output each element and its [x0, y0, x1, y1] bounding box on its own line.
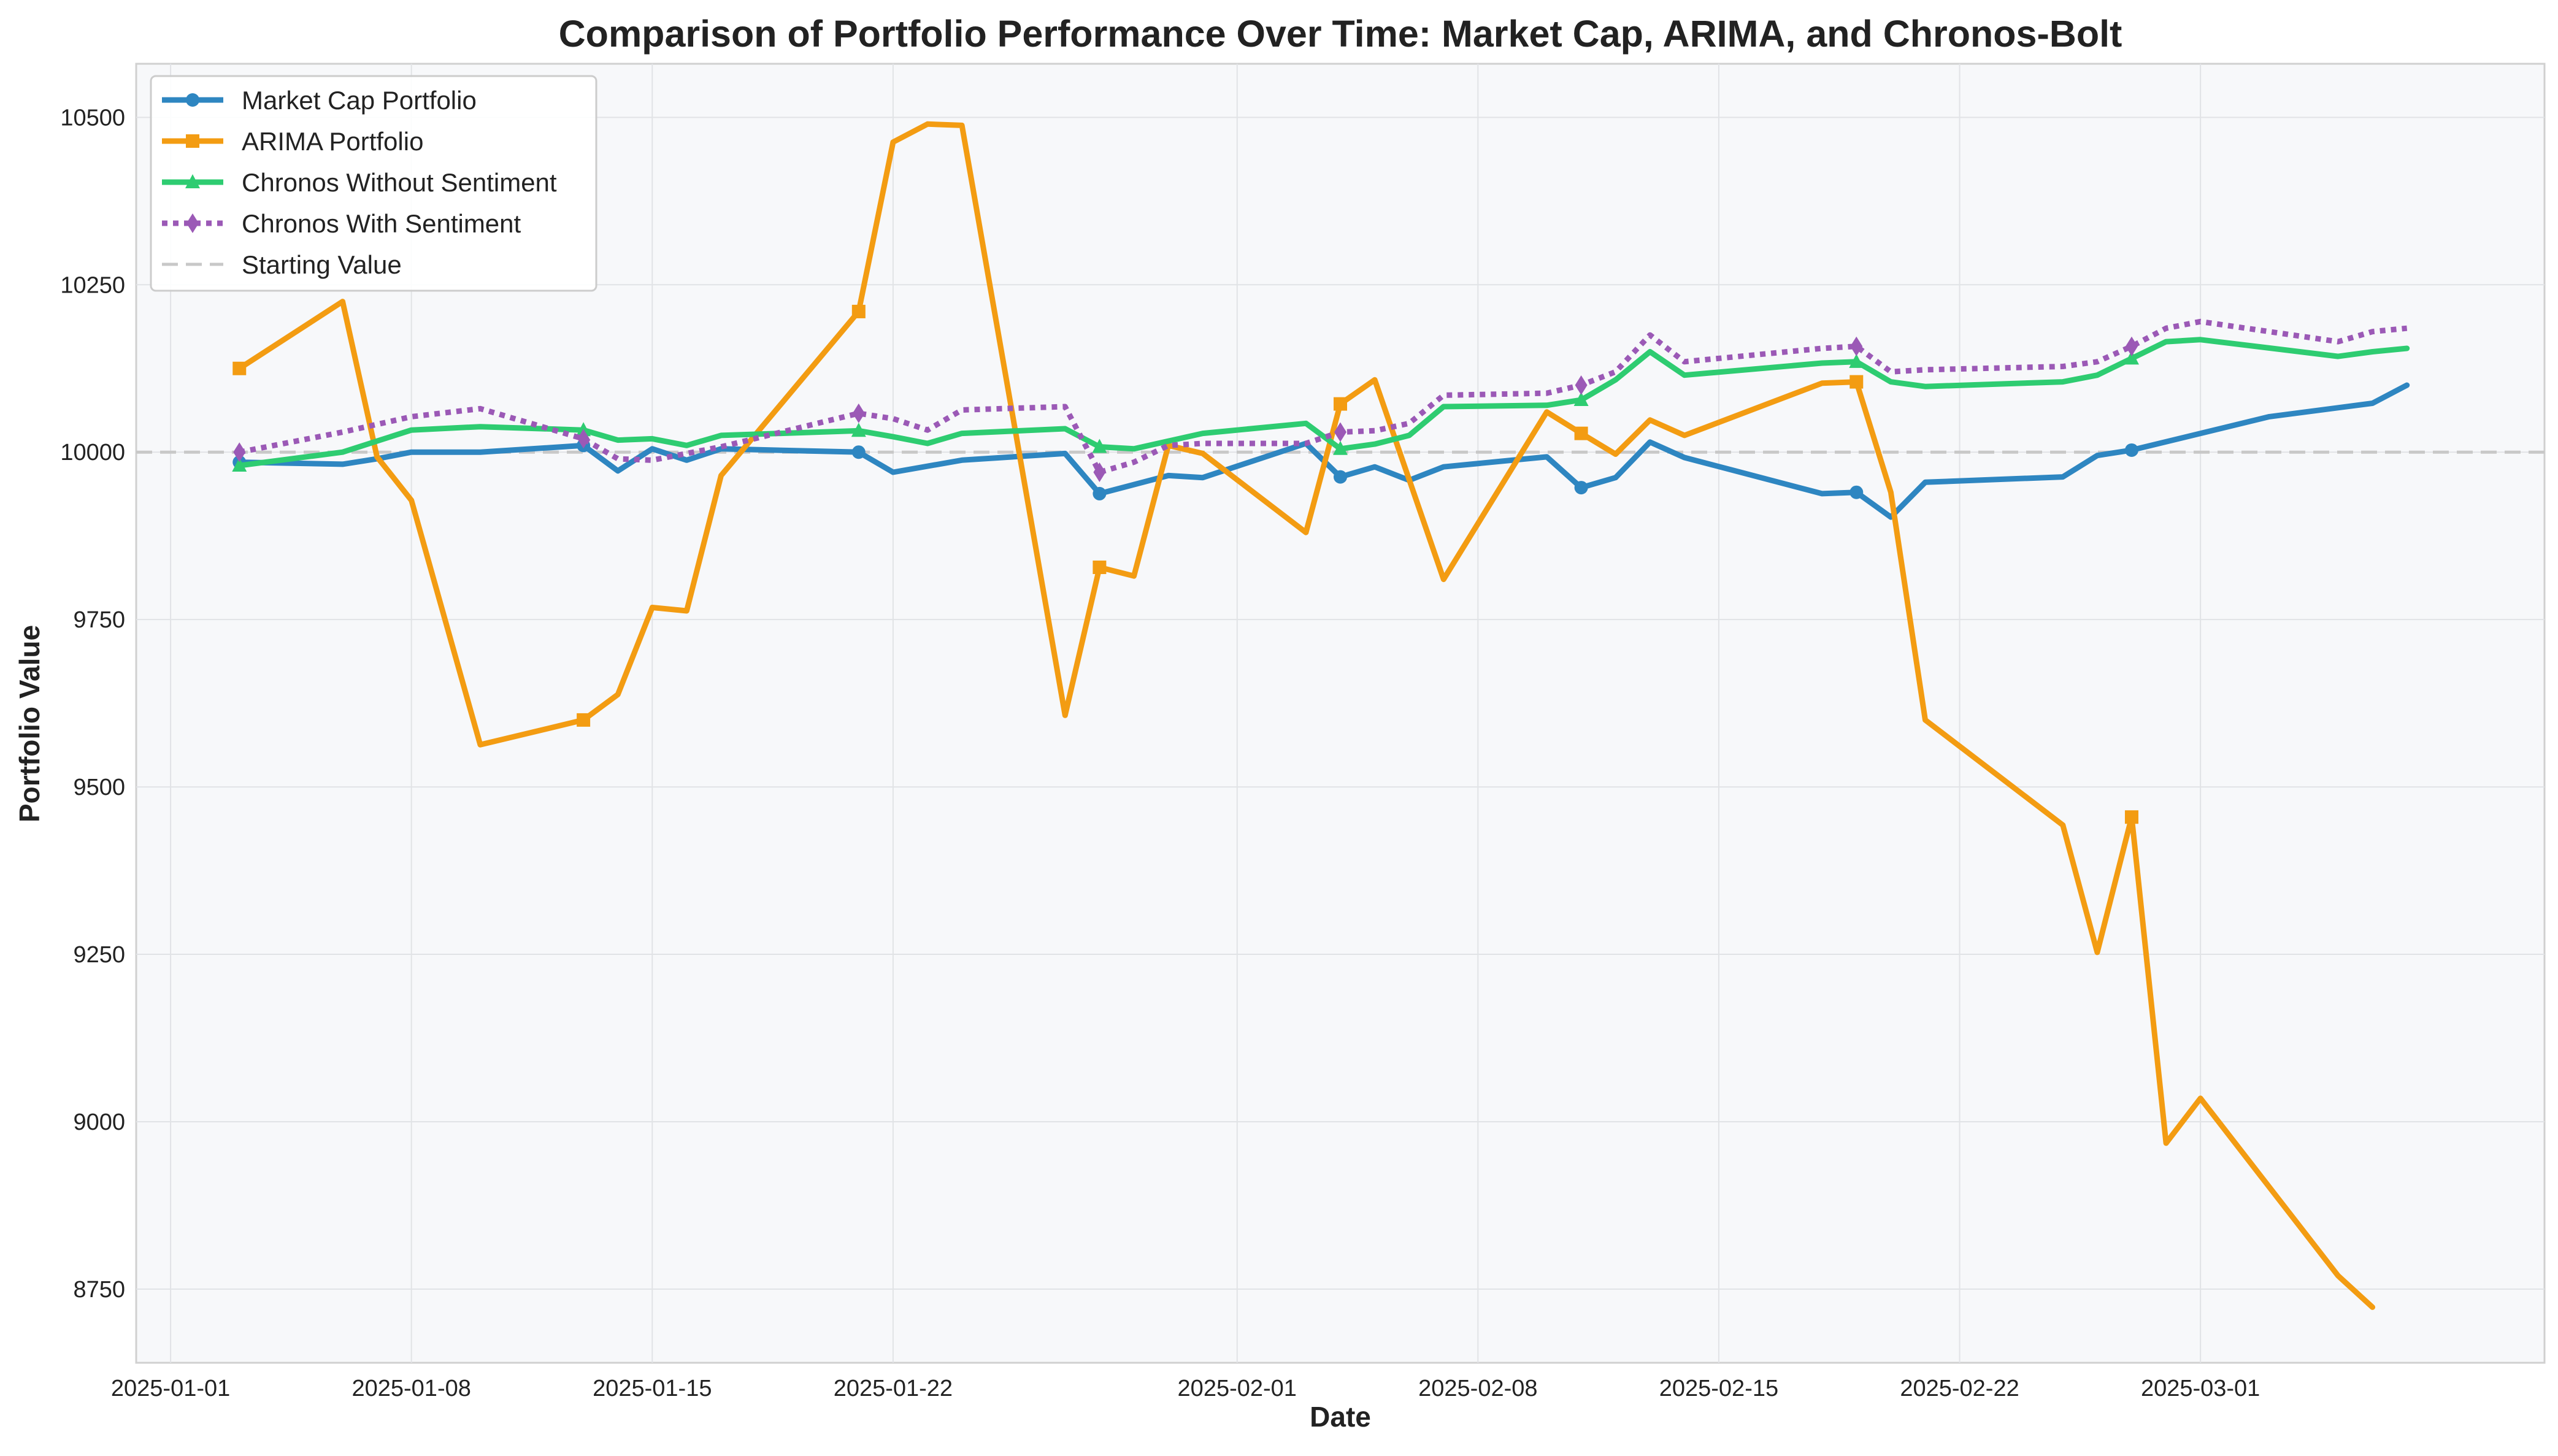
x-axis-ticks: 2025-01-01 2025-01-08 2025-01-15 2025-01-22… [111, 1376, 2260, 1401]
legend-entry: Market Cap Portfolio [162, 86, 477, 115]
x-tick-label: 2025-03-01 [2141, 1376, 2260, 1401]
legend-label: Market Cap Portfolio [242, 86, 477, 115]
data-point-chronos-with-sentiment [1575, 375, 1588, 396]
y-tick-label: 10500 [60, 105, 125, 131]
data-point-chronos-with-sentiment [1093, 462, 1106, 482]
data-point-chronos-without-sentiment [1092, 439, 1107, 453]
series-line-chronos-without-sentiment [236, 337, 2410, 469]
grid-lines [136, 64, 2545, 1363]
series-layer [232, 121, 2410, 1310]
legend-marker [186, 134, 199, 148]
legend-marker [185, 174, 200, 188]
series-line-arima-portfolio [236, 121, 2376, 1310]
y-tick-label: 10000 [60, 440, 125, 466]
data-point-chronos-without-sentiment [851, 423, 866, 437]
y-tick-label: 10250 [60, 272, 125, 298]
data-point-chronos-without-sentiment [2124, 350, 2139, 365]
data-point-market-cap-portfolio [2124, 443, 2138, 457]
y-tick-label: 9250 [73, 942, 125, 968]
x-tick-label: 2025-02-01 [1178, 1376, 1297, 1401]
x-tick-label: 2025-01-15 [593, 1376, 712, 1401]
data-point-chronos-with-sentiment [1334, 422, 1346, 442]
y-axis-label: Portfolio Value [13, 625, 45, 822]
legend-label: Starting Value [242, 250, 402, 279]
data-point-chronos-without-sentiment [1849, 353, 1864, 368]
x-tick-label: 2025-01-08 [351, 1376, 471, 1401]
series-line-chronos-with-sentiment [239, 318, 2408, 475]
y-tick-label: 9500 [73, 775, 125, 800]
y-tick-label: 9750 [73, 607, 125, 633]
data-point-chronos-without-sentiment [1573, 392, 1589, 407]
data-point-chronos-with-sentiment [233, 442, 246, 462]
y-axis-ticks: 8750 9000 9250 9500 9750 10000 10250 10500 [60, 105, 125, 1303]
y-tick-label: 8750 [73, 1277, 125, 1303]
x-tick-label: 2025-02-08 [1418, 1376, 1537, 1401]
data-point-arima-portfolio [851, 304, 866, 318]
legend-label: ARIMA Portfolio [242, 127, 423, 156]
data-point-arima-portfolio [2124, 810, 2138, 824]
data-point-chronos-with-sentiment [2125, 336, 2138, 356]
y-tick-label: 9000 [73, 1109, 125, 1135]
x-tick-label: 2025-02-15 [1659, 1376, 1778, 1401]
data-point-chronos-with-sentiment [1850, 336, 1863, 356]
data-point-market-cap-portfolio [1334, 470, 1347, 484]
data-point-chronos-with-sentiment [577, 429, 590, 449]
series-chronos-with-sentiment [233, 318, 2408, 482]
legend: Market Cap Portfolio ARIMA Portfolio Chron… [150, 75, 597, 292]
data-point-arima-portfolio [577, 713, 591, 727]
legend-entry: Starting Value [162, 250, 402, 279]
legend-marker [186, 93, 199, 107]
data-point-market-cap-portfolio [1849, 485, 1864, 499]
data-point-arima-portfolio [1334, 397, 1347, 411]
data-point-arima-portfolio [1093, 560, 1107, 574]
x-tick-label: 2025-01-01 [111, 1376, 230, 1401]
x-tick-label: 2025-01-22 [834, 1376, 953, 1401]
data-point-arima-portfolio [1849, 375, 1864, 389]
series-chronos-without-sentiment [232, 337, 2410, 472]
chart-title: Comparison of Portfolio Performance Over… [559, 13, 2122, 55]
data-point-chronos-without-sentiment [1333, 440, 1348, 455]
data-point-chronos-with-sentiment [852, 403, 865, 423]
x-axis-label: Date [1310, 1401, 1371, 1433]
data-point-market-cap-portfolio [851, 445, 866, 459]
series-arima-portfolio [232, 121, 2376, 1310]
legend-label: Chronos With Sentiment [242, 209, 521, 238]
data-point-market-cap-portfolio [1093, 486, 1107, 500]
legend-label: Chronos Without Sentiment [242, 168, 557, 197]
x-tick-label: 2025-02-22 [1900, 1376, 2019, 1401]
legend-entry: Chronos With Sentiment [162, 209, 521, 238]
legend-box [150, 75, 597, 292]
legend-entry: ARIMA Portfolio [162, 127, 423, 156]
data-point-chronos-without-sentiment [232, 458, 247, 472]
data-point-arima-portfolio [1574, 426, 1588, 440]
data-point-arima-portfolio [232, 361, 247, 375]
data-point-market-cap-portfolio [1574, 481, 1588, 495]
legend-marker [186, 213, 199, 233]
legend-entry: Chronos Without Sentiment [162, 168, 557, 197]
